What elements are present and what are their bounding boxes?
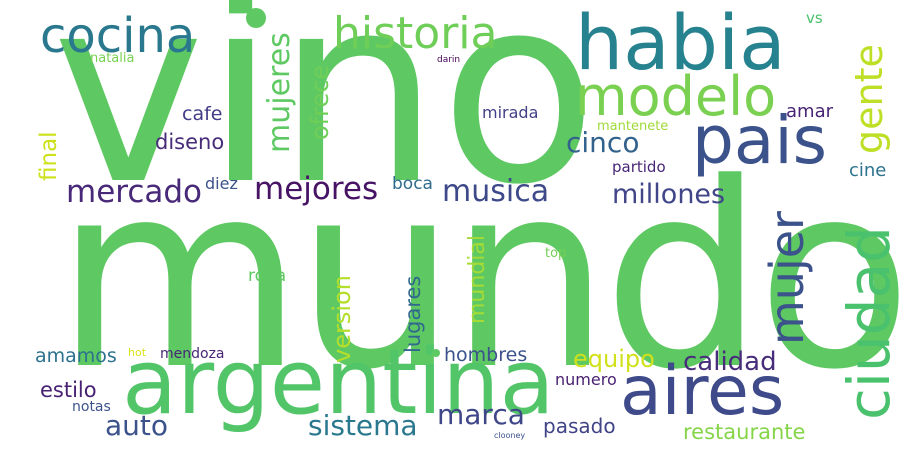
word-vino: vino <box>52 0 598 241</box>
word-argentina: argentina <box>122 330 555 435</box>
word-cocina: cocina <box>40 8 196 64</box>
word-habia: habia <box>575 0 786 87</box>
dot-mark <box>432 349 440 357</box>
word-lugares: lugares <box>401 275 425 353</box>
word-restaurante: restaurante <box>683 420 806 444</box>
word-ofrece: ofrece <box>306 64 334 140</box>
word-numero: numero <box>555 370 617 389</box>
word-mercado: mercado <box>66 174 203 210</box>
word-darin: darin <box>437 55 461 65</box>
word-historia: historia <box>333 8 498 59</box>
word-mujeres: mujeres <box>262 32 297 153</box>
word-amar: amar <box>786 101 833 122</box>
word-aires: aires <box>620 352 785 431</box>
word-partido: partido <box>612 158 666 176</box>
word-modelo: modelo <box>575 65 777 128</box>
word-mejores: mejores <box>254 171 379 207</box>
word-musica: musica <box>442 174 550 209</box>
word-cinco: cinco <box>566 126 640 159</box>
word-mundo: mundo <box>55 129 913 426</box>
word-cine: cine <box>849 160 887 181</box>
word-auto: auto <box>105 409 169 442</box>
word-natalia: natalia <box>90 51 135 66</box>
word-final: final <box>36 131 62 181</box>
word-gente: gente <box>847 44 891 154</box>
word-mujer: mujer <box>760 211 814 345</box>
word-estilo: estilo <box>40 378 97 402</box>
word-version: version <box>328 275 356 363</box>
word-mirada: mirada <box>482 103 539 122</box>
word-pasado: pasado <box>543 414 616 438</box>
word-pais: pais <box>692 102 828 179</box>
word-mundial: mundial <box>465 235 490 324</box>
word-hot: hot <box>128 346 147 359</box>
word-vs: vs <box>806 9 823 27</box>
word-marca: marca <box>437 398 525 431</box>
dot-mark <box>246 8 266 28</box>
word-ropa: ropa <box>248 266 287 286</box>
word-ciudad: ciudad <box>835 226 903 420</box>
word-cafe: cafe <box>182 103 223 125</box>
word-millones: millones <box>612 179 726 210</box>
word-equipo: equipo <box>573 345 655 373</box>
word-clooney: clooney <box>494 431 526 440</box>
word-diez: diez <box>205 174 238 193</box>
word-notas: notas <box>72 399 111 415</box>
word-boca: boca <box>392 174 433 194</box>
word-diseno: diseno <box>155 130 225 154</box>
word-amamos: amamos <box>35 345 117 367</box>
word-hombres: hombres <box>444 344 528 366</box>
word-calidad: calidad <box>683 347 777 377</box>
word-top: top <box>545 246 567 261</box>
word-mantenete: mantenete <box>597 119 669 134</box>
word-mendoza: mendoza <box>160 346 225 362</box>
word-sistema: sistema <box>308 409 418 442</box>
